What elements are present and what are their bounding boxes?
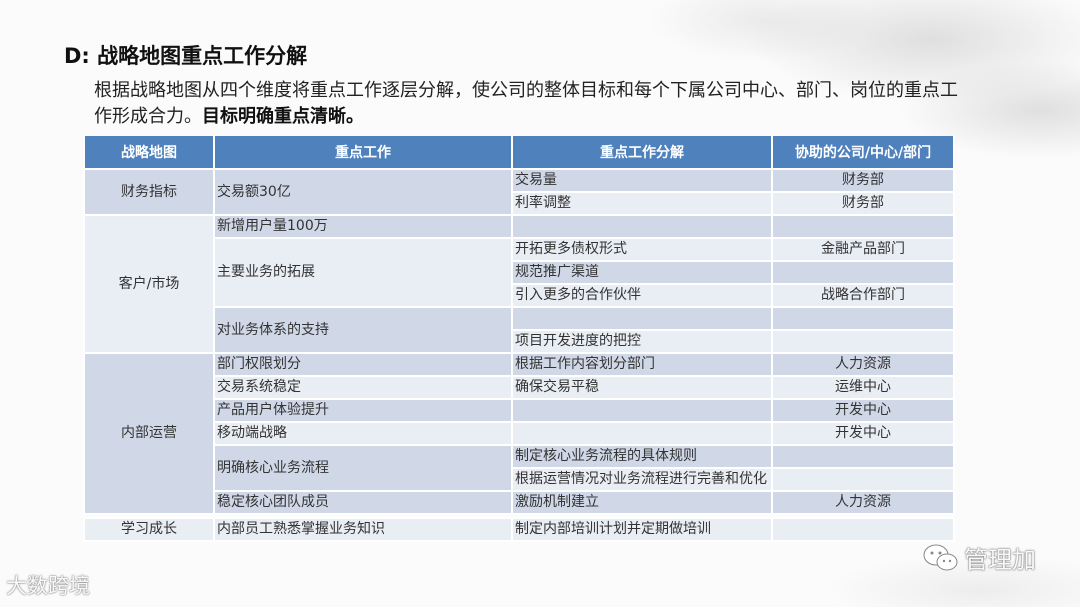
table-row: 移动端战略 开发中心 <box>84 421 955 446</box>
breakdown-cell: 根据工作内容划分部门 <box>511 352 773 377</box>
key-work-cell: 产品用户体验提升 <box>213 398 513 423</box>
watermark-left: 大数跨境 <box>6 574 90 598</box>
header-key-work: 重点工作 <box>213 136 513 170</box>
dept-cell <box>771 214 955 239</box>
dept-cell <box>771 329 955 354</box>
key-work-cell: 明确核心业务流程 <box>213 444 513 492</box>
breakdown-cell: 交易量 <box>511 168 773 193</box>
watermark-right: 管理加 <box>922 540 1036 575</box>
dept-cell <box>771 517 955 542</box>
dept-cell <box>771 444 955 469</box>
table-row: 明确核心业务流程 制定核心业务流程的具体规则 <box>84 444 955 492</box>
breakdown-cell: 激励机制建立 <box>511 490 773 515</box>
dept-cell: 运维中心 <box>771 375 955 400</box>
key-work-cell: 新增用户量100万 <box>213 214 513 239</box>
breakdown-cell <box>511 306 773 331</box>
dept-cell <box>771 306 955 331</box>
breakdown-cell: 制定核心业务流程的具体规则 <box>511 444 773 469</box>
strategy-breakdown-table: 战略地图 重点工作 重点工作分解 协助的公司/中心/部门 财务指标 交易额30亿交… <box>83 136 955 542</box>
breakdown-cell: 开拓更多债权形式 <box>511 237 773 262</box>
dept-cell: 金融产品部门 <box>771 237 955 262</box>
key-work-cell: 交易系统稳定 <box>213 375 513 400</box>
dept-cell: 财务部 <box>771 191 955 216</box>
breakdown-cell: 引入更多的合作伙伴 <box>511 283 773 308</box>
table-row: 财务指标 交易额30亿 交易量 财务部 <box>83 168 955 216</box>
table-row: 稳定核心团队成员 激励机制建立 人力资源 <box>84 490 955 515</box>
breakdown-cell: 项目开发进度的把控 <box>511 329 773 354</box>
dimension-cell: 财务指标 <box>83 168 215 216</box>
breakdown-cell <box>511 398 773 423</box>
table-row: 主要业务的拓展 开拓更多债权形式 金融产品部门 <box>84 237 955 308</box>
table-row: 对业务体系的支持 <box>84 306 955 354</box>
dept-cell: 财务部 <box>771 168 955 193</box>
key-work-cell: 对业务体系的支持 <box>213 306 513 354</box>
key-work-cell: 部门权限划分 <box>213 352 513 377</box>
key-work-cell: 主要业务的拓展 <box>213 237 513 308</box>
dept-cell: 开发中心 <box>771 421 955 446</box>
dept-cell: 开发中心 <box>771 398 955 423</box>
dimension-cell: 客户/市场 <box>83 214 215 354</box>
header-assisting-dept: 协助的公司/中心/部门 <box>771 136 955 170</box>
table-row: 交易系统稳定 确保交易平稳 运维中心 <box>84 375 955 400</box>
key-work-cell: 内部员工熟悉掌握业务知识 <box>213 517 513 542</box>
dept-cell <box>771 467 955 492</box>
intro-bold-text: 目标明确重点清晰。 <box>202 106 364 127</box>
dept-cell: 人力资源 <box>771 490 955 515</box>
breakdown-cell: 制定内部培训计划并定期做培训 <box>511 517 773 542</box>
header-work-breakdown: 重点工作分解 <box>511 136 773 170</box>
watermark-right-text: 管理加 <box>964 546 1036 574</box>
intro-paragraph: 根据战略地图从四个维度将重点工作逐层分解，使公司的整体目标和每个下属公司中心、部… <box>94 78 974 130</box>
key-work-cell: 稳定核心团队成员 <box>213 490 513 515</box>
dept-cell: 战略合作部门 <box>771 283 955 308</box>
table-row: 学习成长 内部员工熟悉掌握业务知识 制定内部培训计划并定期做培训 <box>83 517 955 542</box>
breakdown-cell <box>511 421 773 446</box>
table-row: 规范推广渠道 <box>84 260 955 285</box>
dimension-cell: 学习成长 <box>83 517 215 542</box>
table-row: 引入更多的合作伙伴 战略合作部门 <box>84 283 955 308</box>
header-strategy-map: 战略地图 <box>83 136 215 170</box>
dept-cell: 人力资源 <box>771 352 955 377</box>
breakdown-cell: 规范推广渠道 <box>511 260 773 285</box>
table-row: 客户/市场 新增用户量100万 <box>83 214 955 354</box>
dimension-cell: 内部运营 <box>83 352 215 515</box>
breakdown-cell: 利率调整 <box>511 191 773 216</box>
table-row: 产品用户体验提升 开发中心 <box>84 398 955 423</box>
breakdown-cell: 确保交易平稳 <box>511 375 773 400</box>
wechat-icon <box>922 543 960 573</box>
table-row: 项目开发进度的把控 <box>84 329 955 354</box>
table-header-row: 战略地图 重点工作 重点工作分解 协助的公司/中心/部门 <box>83 136 955 170</box>
slide-title: D: 战略地图重点工作分解 <box>64 44 308 68</box>
breakdown-cell: 根据运营情况对业务流程进行完善和优化 <box>511 467 773 492</box>
table-row: 利率调整 财务部 <box>84 191 955 216</box>
table-body: 财务指标 交易额30亿 交易量 财务部 利率调整 财务部 客户/市场 新增用户量100万 主要业… <box>83 168 955 542</box>
dept-cell <box>771 260 955 285</box>
key-work-cell: 交易额30亿 <box>213 168 513 216</box>
table-row: 内部运营 部门权限划分 根据工作内容划分部门 人力资源 <box>83 352 955 515</box>
table-row: 根据运营情况对业务流程进行完善和优化 <box>84 467 955 492</box>
key-work-cell: 移动端战略 <box>213 421 513 446</box>
intro-text: 根据战略地图从四个维度将重点工作逐层分解，使公司的整体目标和每个下属公司中心、部… <box>94 80 958 127</box>
breakdown-cell <box>511 214 773 239</box>
